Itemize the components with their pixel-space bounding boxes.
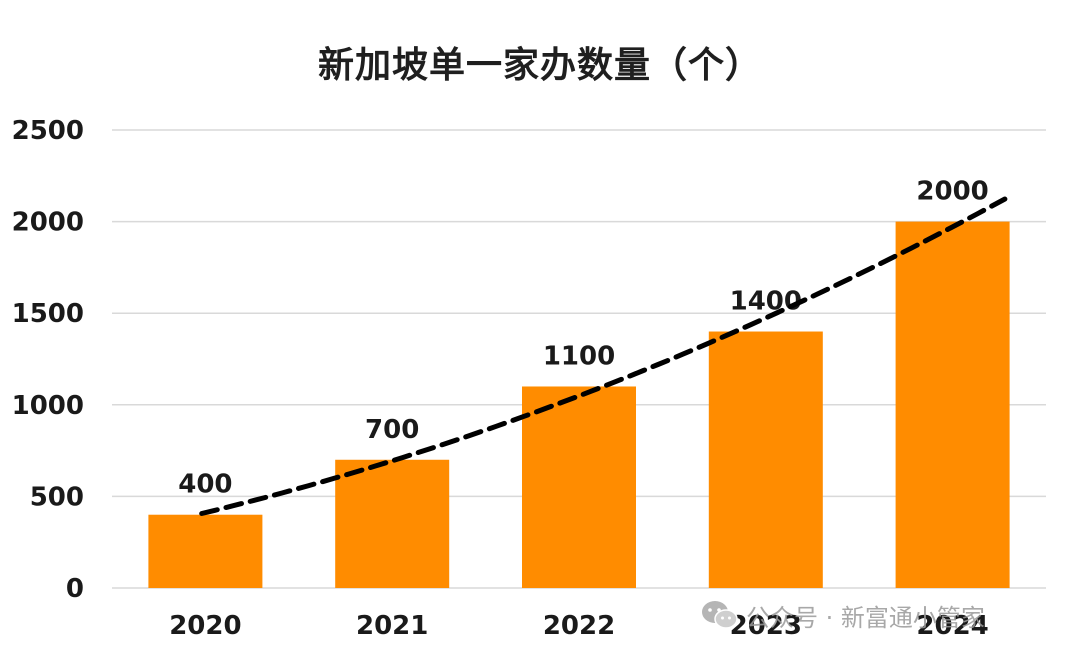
- x-tick-label: 2022: [543, 611, 615, 641]
- y-tick-label: 1000: [12, 391, 84, 421]
- y-tick-label: 0: [66, 574, 84, 604]
- bar: [148, 514, 263, 588]
- y-tick-label: 2500: [12, 116, 84, 146]
- y-tick-label: 1500: [12, 299, 84, 329]
- x-tick-label: 2020: [169, 611, 241, 641]
- data-label: 2000: [916, 177, 988, 207]
- data-label: 400: [178, 470, 232, 500]
- trendline: [199, 196, 1008, 516]
- wechat-icon: [700, 598, 740, 636]
- y-tick-label: 2000: [12, 208, 84, 238]
- x-tick-label: 2023: [730, 611, 802, 641]
- x-tick-label: 2021: [356, 611, 428, 641]
- bar: [335, 459, 450, 588]
- data-label: 700: [365, 415, 419, 445]
- bar: [708, 331, 823, 588]
- y-tick-label: 500: [30, 482, 84, 512]
- bar: [895, 221, 1010, 588]
- x-tick-label: 2024: [916, 611, 988, 641]
- chart-title: 新加坡单一家办数量（个）: [317, 45, 762, 86]
- data-label: 1400: [730, 287, 802, 317]
- watermark-text: 公众号 · 新富通小管家: [746, 604, 985, 632]
- data-label: 1100: [543, 341, 615, 371]
- bar: [522, 386, 636, 588]
